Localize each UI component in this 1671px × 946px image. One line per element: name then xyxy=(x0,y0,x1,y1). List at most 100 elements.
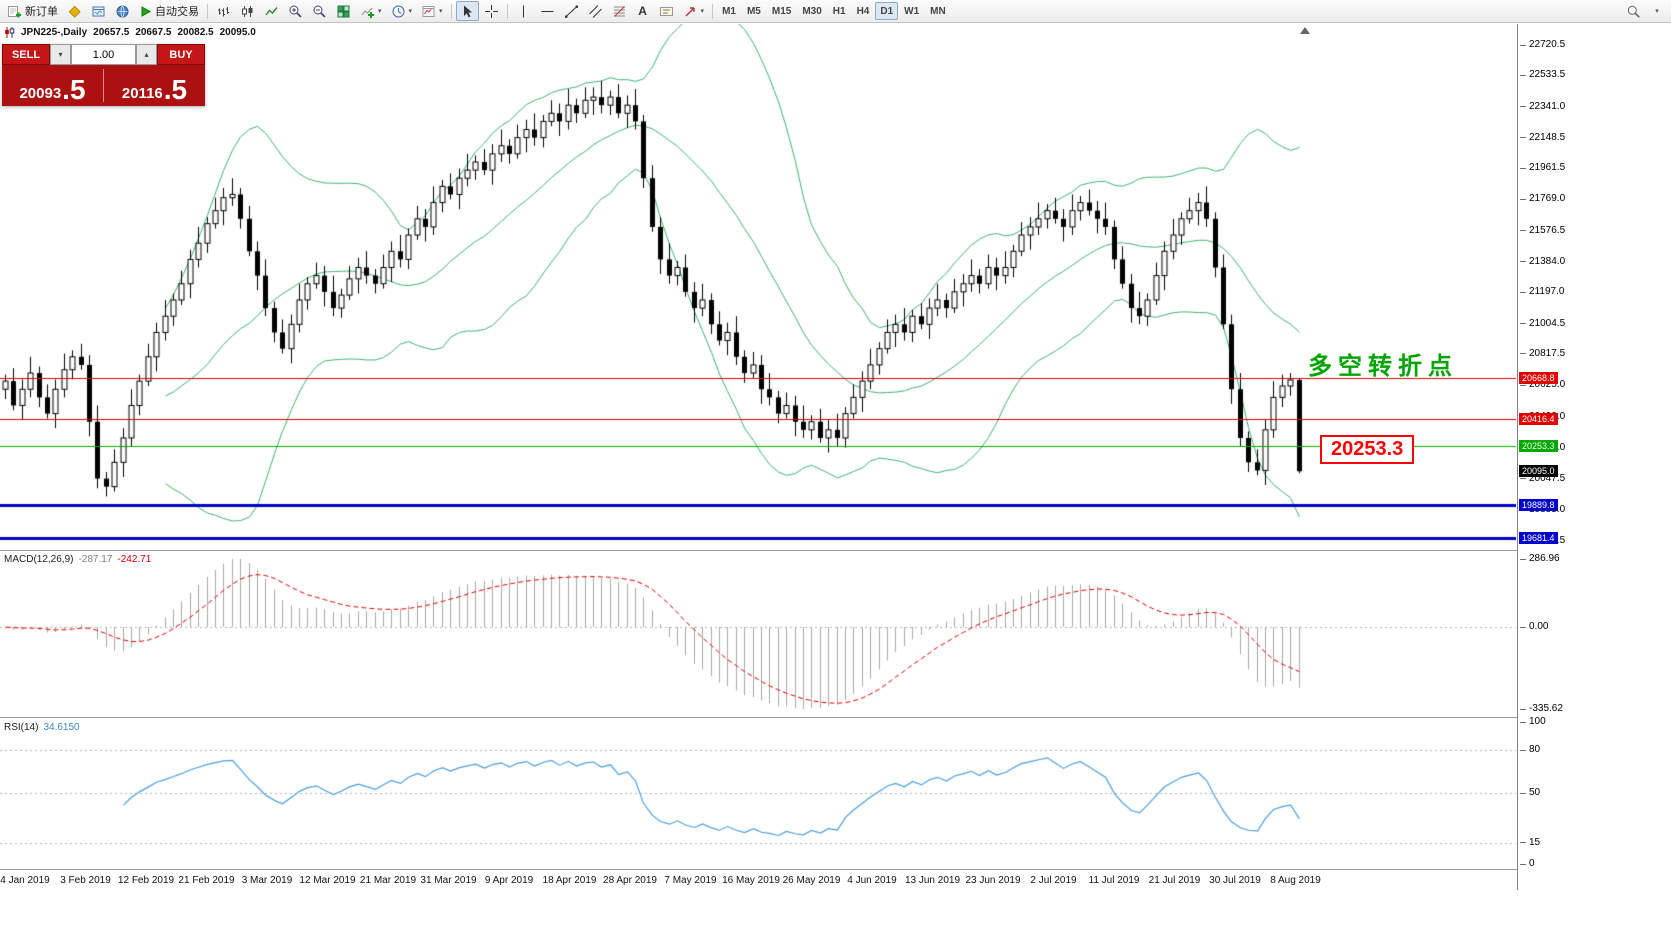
vertical-line-button[interactable] xyxy=(512,1,535,21)
date-axis-label: 3 Mar 2019 xyxy=(241,875,293,886)
cursor-button[interactable] xyxy=(455,1,479,21)
crosshair-button[interactable] xyxy=(480,1,503,21)
date-axis-label: 11 Jul 2019 xyxy=(1088,875,1140,886)
macd-canvas[interactable] xyxy=(0,551,1516,717)
zoom-out-button[interactable] xyxy=(308,1,331,21)
candlestick-chart-icon xyxy=(242,5,253,17)
spin-down-icon: ▾ xyxy=(58,50,63,59)
date-axis-label: 13 Jun 2019 xyxy=(904,875,961,886)
new-order-button[interactable]: 新订单 xyxy=(3,1,62,21)
axis-label: 20625.0 xyxy=(1520,379,1565,390)
bar-chart-mode-button[interactable] xyxy=(212,1,235,21)
timeframe-h4-button[interactable]: H4 xyxy=(856,5,870,17)
rsi-value: 34.6150 xyxy=(43,722,80,733)
price-callout-annotation[interactable]: 20253.3 xyxy=(1320,435,1415,464)
date-axis-label: 2 Jul 2019 xyxy=(1030,875,1077,886)
price-level-label: 20095.0 xyxy=(1519,465,1558,478)
date-axis-label: 7 May 2019 xyxy=(664,875,717,886)
indicators-icon xyxy=(361,7,374,18)
crosshair-icon xyxy=(484,4,498,18)
rsi-header: RSI(14) 34.6150 xyxy=(4,722,80,733)
channel-button[interactable] xyxy=(584,1,607,21)
date-axis-label: 18 Apr 2019 xyxy=(542,875,597,886)
axis-label: -335.62 xyxy=(1520,703,1563,714)
data-window-button[interactable] xyxy=(87,1,110,21)
date-axis-label: 3 Feb 2019 xyxy=(60,875,111,886)
volume-input[interactable] xyxy=(71,44,136,65)
auto-trading-button[interactable]: 自动交易 xyxy=(135,1,203,21)
arrows-tool-button[interactable]: ▾ xyxy=(679,1,709,21)
equidistant-channel-icon xyxy=(588,4,602,18)
high-value: 20667.5 xyxy=(135,27,172,38)
axis-label: 80 xyxy=(1520,744,1540,755)
tile-windows-icon xyxy=(337,5,350,17)
trade-panel-prices: 20093 .5 20116 .5 xyxy=(2,65,205,106)
timeframe-h1-button[interactable]: H1 xyxy=(832,5,846,17)
date-axis-label: 12 Feb 2019 xyxy=(117,875,175,886)
axis-label: 15 xyxy=(1520,837,1540,848)
trendline-button[interactable] xyxy=(560,1,583,21)
buy-button[interactable]: BUY xyxy=(157,44,205,65)
zoom-in-button[interactable] xyxy=(284,1,307,21)
sell-price[interactable]: 20093 .5 xyxy=(2,65,103,106)
axis-label: 0 xyxy=(1520,858,1535,869)
pane-separator[interactable] xyxy=(0,869,1671,870)
timeframe-m5-button[interactable]: M5 xyxy=(746,5,761,17)
toolbar-separator xyxy=(207,3,208,19)
axis-label: 20817.5 xyxy=(1520,348,1565,359)
axis-label: 22148.5 xyxy=(1520,132,1565,143)
bar-chart-icon xyxy=(218,6,229,16)
line-chart-mode-button[interactable] xyxy=(260,1,283,21)
macd-signal-value: -242.71 xyxy=(117,554,152,565)
timeframe-m15-button[interactable]: M15 xyxy=(771,5,792,17)
timeframe-mn-button[interactable]: MN xyxy=(930,5,946,17)
templates-button[interactable]: ▾ xyxy=(417,1,447,21)
axis-label: 21197.0 xyxy=(1520,286,1564,297)
vertical-line-icon xyxy=(522,5,524,17)
horizontal-line-icon xyxy=(541,10,554,12)
volume-increase-button[interactable]: ▴ xyxy=(136,44,157,65)
date-axis-label: 21 Mar 2019 xyxy=(359,875,417,886)
periods-button[interactable]: ▾ xyxy=(387,1,417,21)
chart-ohlc-header: JPN225-,Daily 20657.5 20667.5 20082.5 20… xyxy=(4,27,256,38)
text-tool-button[interactable]: A xyxy=(632,1,654,21)
timeframe-w1-button[interactable]: W1 xyxy=(904,5,920,17)
tile-windows-button[interactable] xyxy=(332,1,355,21)
fibonacci-button[interactable] xyxy=(608,1,631,21)
timeframe-m1-button[interactable]: M1 xyxy=(722,5,736,17)
rsi-canvas[interactable] xyxy=(0,718,1516,869)
pane-separator[interactable] xyxy=(0,717,1671,718)
text-label-button[interactable] xyxy=(655,1,678,21)
toolbar-options-button[interactable]: ▾ xyxy=(1646,1,1668,21)
date-axis-label: 9 Apr 2019 xyxy=(484,875,534,886)
market-button[interactable] xyxy=(63,1,86,21)
new-order-label: 新订单 xyxy=(25,6,58,18)
price-scale[interactable]: 22720.5 22533.5 22341.0 22148.5 21961.5 21769… xyxy=(1517,24,1671,890)
date-axis[interactable]: 4 Jan 2019 3 Feb 2019 12 Feb 2019 21 Feb 20… xyxy=(0,870,1671,894)
timeframe-m30-button[interactable]: M30 xyxy=(802,5,822,17)
pane-separator[interactable] xyxy=(0,550,1671,551)
buy-price[interactable]: 20116 .5 xyxy=(104,65,205,106)
main-chart-canvas[interactable] xyxy=(0,24,1516,550)
timeframe-d1-button[interactable]: D1 xyxy=(875,2,899,20)
axis-label: 20047.5 xyxy=(1520,473,1565,484)
rsi-name: RSI(14) xyxy=(4,722,39,733)
date-axis-label: 31 Mar 2019 xyxy=(420,875,477,886)
price-level-label: 19889.8 xyxy=(1519,498,1558,511)
turning-point-annotation[interactable]: 多空转折点 xyxy=(1308,353,1458,380)
axis-label: 21576.5 xyxy=(1520,225,1565,236)
volume-decrease-button[interactable]: ▾ xyxy=(50,44,71,65)
line-chart-icon xyxy=(265,6,278,15)
indicators-button[interactable]: ▾ xyxy=(356,1,386,21)
candlestick-mode-button[interactable] xyxy=(236,1,259,21)
search-button[interactable] xyxy=(1622,1,1645,21)
chart-shift-marker[interactable] xyxy=(1300,27,1310,34)
community-button[interactable] xyxy=(111,1,134,21)
horizontal-line-button[interactable] xyxy=(536,1,559,21)
templates-icon xyxy=(422,5,435,17)
sell-button[interactable]: SELL xyxy=(2,44,50,65)
toolbar-separator xyxy=(712,3,714,19)
axis-label: 21384.0 xyxy=(1520,256,1565,267)
periods-icon xyxy=(392,5,405,17)
toolbar-separator xyxy=(506,3,508,19)
